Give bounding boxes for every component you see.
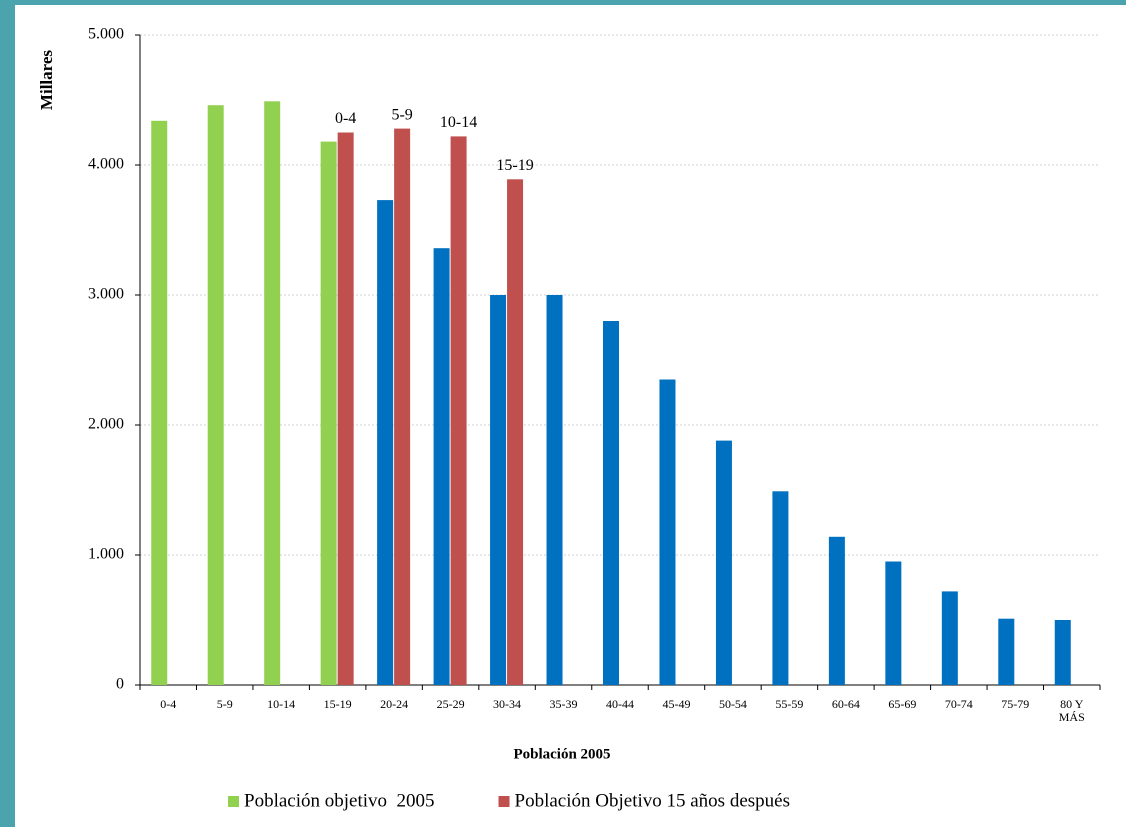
bar [885,561,902,685]
bar [507,179,524,686]
y-tick-label: 3.000 [88,286,124,303]
y-tick-label: 0 [116,676,124,693]
x-tick-label: 65-69 [888,697,916,711]
bar [546,295,563,685]
x-tick-label: 20-24 [380,697,408,711]
chart-background [15,5,1126,827]
x-tick-label: 25-29 [437,697,465,711]
bar [490,295,507,685]
bar [450,136,467,685]
bar [151,120,168,686]
x-tick-label: 55-59 [775,697,803,711]
x-tick-label: 45-49 [662,697,690,711]
x-tick-label: 50-54 [719,697,747,711]
x-tick-label: 40-44 [606,697,634,711]
y-tick-label: 1.000 [88,546,124,563]
x-tick-label: 15-19 [324,697,352,711]
x-tick-label: 5-9 [217,697,233,711]
legend-swatch [228,796,239,807]
y-tick-label: 4.000 [88,156,124,173]
bar [264,101,281,686]
bar [715,440,732,685]
bar [659,379,676,685]
point-label: 5-9 [391,106,412,123]
bar [941,591,958,685]
point-label: 0-4 [335,110,356,127]
bar [207,105,224,685]
x-tick-label: 35-39 [550,697,578,711]
bar [1054,620,1071,685]
bar [772,491,789,685]
bar [998,618,1015,685]
y-tick-label: 5.000 [88,26,124,43]
bar [320,141,337,686]
x-tick-label: 10-14 [267,697,295,711]
y-axis-title: Millares [37,50,56,110]
point-label: 10-14 [440,114,477,131]
x-tick-label: 60-64 [832,697,860,711]
x-tick-label: 30-34 [493,697,521,711]
x-tick-label: 75-79 [1001,697,1029,711]
legend-label: Población objetivo 2005 [244,790,435,811]
bar [603,321,619,685]
x-tick-label: 0-4 [160,697,176,711]
bar [394,128,411,686]
bar [433,248,450,685]
point-label: 15-19 [496,157,533,174]
bar [337,132,354,685]
bar [377,200,394,685]
legend-swatch [498,796,510,807]
bar [828,536,845,685]
x-axis-title: Población 2005 [513,746,610,762]
x-tick-label: 80 Y MÁS [1059,697,1085,724]
x-tick-label: 70-74 [945,697,973,711]
legend-label: Población Objetivo 15 años después [515,790,790,811]
y-tick-label: 2.000 [88,416,124,433]
